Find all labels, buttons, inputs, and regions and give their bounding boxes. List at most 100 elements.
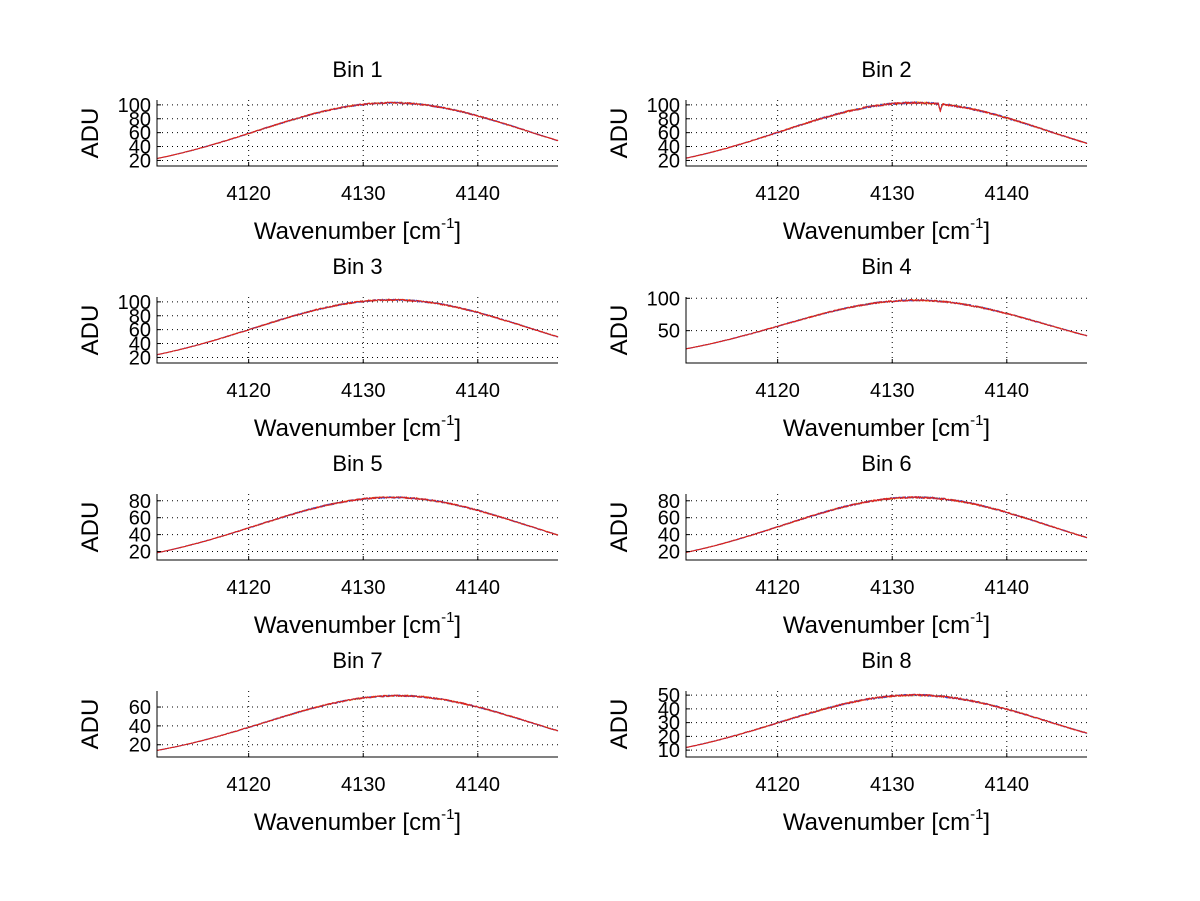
y-tick-label: 100 <box>118 292 151 314</box>
y-axis-label: ADU <box>606 305 633 356</box>
subplot-title: Bin 6 <box>861 451 911 476</box>
axes-frame <box>156 691 558 758</box>
x-axis-label: Wavenumber [cm-1] <box>254 609 461 639</box>
y-tick-label: 60 <box>658 123 680 145</box>
data-series-orange <box>156 694 559 751</box>
data-series-orange <box>157 101 559 159</box>
x-tick-label: 4140 <box>456 577 501 599</box>
x-axis-label-main: Wavenumber [cm <box>783 809 970 836</box>
y-axis-label: ADU <box>77 699 104 750</box>
axes-frame <box>685 691 1087 758</box>
data-series-blue <box>156 101 559 159</box>
y-axis-label: ADU <box>606 108 633 159</box>
x-tick-label: 4130 <box>870 183 915 205</box>
y-tick-label: 40 <box>129 334 151 356</box>
y-tick-label: 10 <box>658 740 680 762</box>
x-tick-label: 4120 <box>226 577 271 599</box>
y-tick-label: 40 <box>658 525 680 547</box>
x-tick-label: 4120 <box>755 577 800 599</box>
subplot-title: Bin 2 <box>861 57 911 82</box>
data-series-blue <box>156 496 559 554</box>
x-axis-label-main: Wavenumber [cm <box>783 415 970 442</box>
y-tick-label: 80 <box>658 491 680 513</box>
x-axis-label-sup: -1 <box>441 215 454 232</box>
x-axis-label-end: ] <box>983 809 990 836</box>
x-axis-label-end: ] <box>454 218 461 245</box>
x-axis-label-main: Wavenumber [cm <box>254 218 441 245</box>
y-tick-label: 60 <box>129 123 151 145</box>
data-series-red <box>685 101 1088 159</box>
y-tick-label: 40 <box>658 699 680 721</box>
y-tick-label: 60 <box>658 508 680 530</box>
x-axis-label-main: Wavenumber [cm <box>254 809 441 836</box>
x-tick-label: 4130 <box>341 577 386 599</box>
subplot-title: Bin 1 <box>332 57 382 82</box>
y-axis-label: ADU <box>77 305 104 356</box>
x-tick-label: 4130 <box>870 577 915 599</box>
x-axis-label-end: ] <box>454 809 461 836</box>
x-axis-label: Wavenumber [cm-1] <box>783 215 990 245</box>
x-tick-label: 4120 <box>755 774 800 796</box>
x-axis-label-sup: -1 <box>970 609 983 626</box>
x-tick-label: 4120 <box>755 183 800 205</box>
x-tick-label: 4120 <box>226 774 271 796</box>
data-series-orange <box>685 299 1088 350</box>
subplot-title: Bin 5 <box>332 451 382 476</box>
y-tick-label: 100 <box>118 95 151 117</box>
x-axis-label-sup: -1 <box>970 806 983 823</box>
y-tick-label: 20 <box>129 542 151 564</box>
y-tick-label: 20 <box>658 542 680 564</box>
data-series-red <box>685 495 1088 553</box>
data-series-orange <box>685 496 1088 553</box>
axes-frame <box>156 494 558 561</box>
axes-frame <box>156 100 558 167</box>
y-tick-label: 60 <box>129 508 151 530</box>
x-axis-label-sup: -1 <box>441 609 454 626</box>
x-tick-label: 4140 <box>456 774 501 796</box>
y-tick-label: 80 <box>129 491 151 513</box>
y-tick-label: 40 <box>129 525 151 547</box>
subplot-title: Bin 7 <box>332 648 382 673</box>
y-tick-label: 20 <box>129 347 151 369</box>
x-tick-label: 4140 <box>985 774 1030 796</box>
x-tick-label: 4130 <box>341 380 386 402</box>
x-axis-label-main: Wavenumber [cm <box>254 415 441 442</box>
x-tick-label: 4140 <box>985 577 1030 599</box>
data-series-blue <box>685 101 1088 159</box>
y-axis-label: ADU <box>606 502 633 553</box>
y-tick-label: 50 <box>658 685 680 707</box>
x-axis-label-sup: -1 <box>970 215 983 232</box>
data-series-orange <box>685 693 1088 749</box>
subplot-4: Bin 4 4120 4130 4140 50 100 ADU Wavenumber [cm-… <box>606 254 1088 442</box>
y-axis-label: ADU <box>606 699 633 750</box>
y-tick-label: 60 <box>129 697 151 719</box>
axes-frame <box>685 100 1087 167</box>
y-tick-label: 80 <box>129 306 151 328</box>
x-tick-label: 4140 <box>456 380 501 402</box>
data-series-red <box>156 694 559 751</box>
y-tick-label: 40 <box>129 137 151 159</box>
y-tick-label: 20 <box>658 150 680 172</box>
x-tick-label: 4130 <box>870 380 915 402</box>
data-series-blue <box>156 694 559 751</box>
x-axis-label-sup: -1 <box>441 412 454 429</box>
x-axis-label-main: Wavenumber [cm <box>783 218 970 245</box>
x-axis-label: Wavenumber [cm-1] <box>783 412 990 442</box>
y-tick-label: 30 <box>658 713 680 735</box>
data-series-red <box>156 101 559 160</box>
y-tick-label: 80 <box>658 109 680 131</box>
subplot-title: Bin 3 <box>332 254 382 279</box>
data-series-orange <box>156 298 559 356</box>
axes-frame <box>156 297 558 364</box>
data-series-blue <box>685 496 1088 553</box>
y-tick-label: 40 <box>129 716 151 738</box>
data-series-red <box>156 298 559 356</box>
x-axis-label: Wavenumber [cm-1] <box>783 806 990 836</box>
